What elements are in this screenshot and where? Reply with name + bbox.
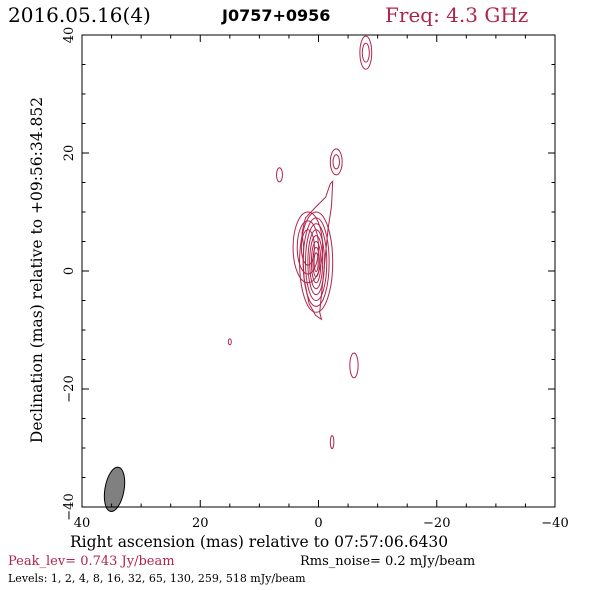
x-tick-label: 40 — [74, 516, 91, 531]
x-tick-label: −20 — [423, 516, 450, 531]
contour-blob_20-1 — [332, 154, 340, 170]
contour-group — [227, 35, 373, 450]
contour-core_nested-0 — [299, 211, 334, 313]
x-tick-label: 0 — [314, 516, 322, 531]
peak-level: Peak_lev= 0.743 Jy/beam — [8, 554, 175, 569]
contour-core_nested-4 — [309, 235, 324, 290]
contour-levels: Levels: 1, 2, 4, 8, 16, 32, 65, 130, 259… — [8, 572, 306, 585]
observation-date: 2016.05.16(4) — [8, 3, 151, 27]
y-tick-label: 0 — [62, 267, 77, 275]
contour-core_nested-7 — [313, 252, 319, 273]
y-axis-label: Declination (mas) relative to +09:56:34.… — [28, 96, 46, 444]
contour-blob_m29-0 — [329, 435, 335, 450]
contour-blob_20-0 — [329, 148, 343, 176]
x-tick-label: −40 — [541, 516, 568, 531]
y-tick-label: −40 — [62, 493, 77, 520]
y-tick-label: −20 — [62, 375, 77, 402]
beam-ellipse — [103, 466, 126, 512]
x-tick-label: 20 — [192, 516, 209, 531]
contour-blob_16-0 — [276, 167, 283, 183]
x-axis-label: Right ascension (mas) relative to 07:57:… — [70, 533, 449, 551]
y-tick-label: 40 — [62, 27, 77, 44]
contour-lobe_left-2 — [300, 229, 315, 266]
contour-lobe_left-1 — [296, 220, 320, 275]
contour-blob_37-0 — [359, 35, 373, 70]
source-name: J0757+0956 — [222, 6, 331, 25]
contour-envelope — [301, 180, 334, 321]
contour-core_nested-2 — [304, 223, 328, 301]
y-tick-label: 20 — [62, 145, 77, 162]
contour-lobe_left-0 — [292, 211, 324, 284]
contour-blob_37-1 — [361, 42, 370, 63]
rms-noise: Rms_noise= 0.2 mJy/beam — [300, 554, 476, 569]
contour-blob_m17-0 — [349, 352, 359, 379]
contour-blob_m12-0 — [227, 338, 232, 346]
frequency-label: Freq: 4.3 GHz — [385, 3, 529, 27]
